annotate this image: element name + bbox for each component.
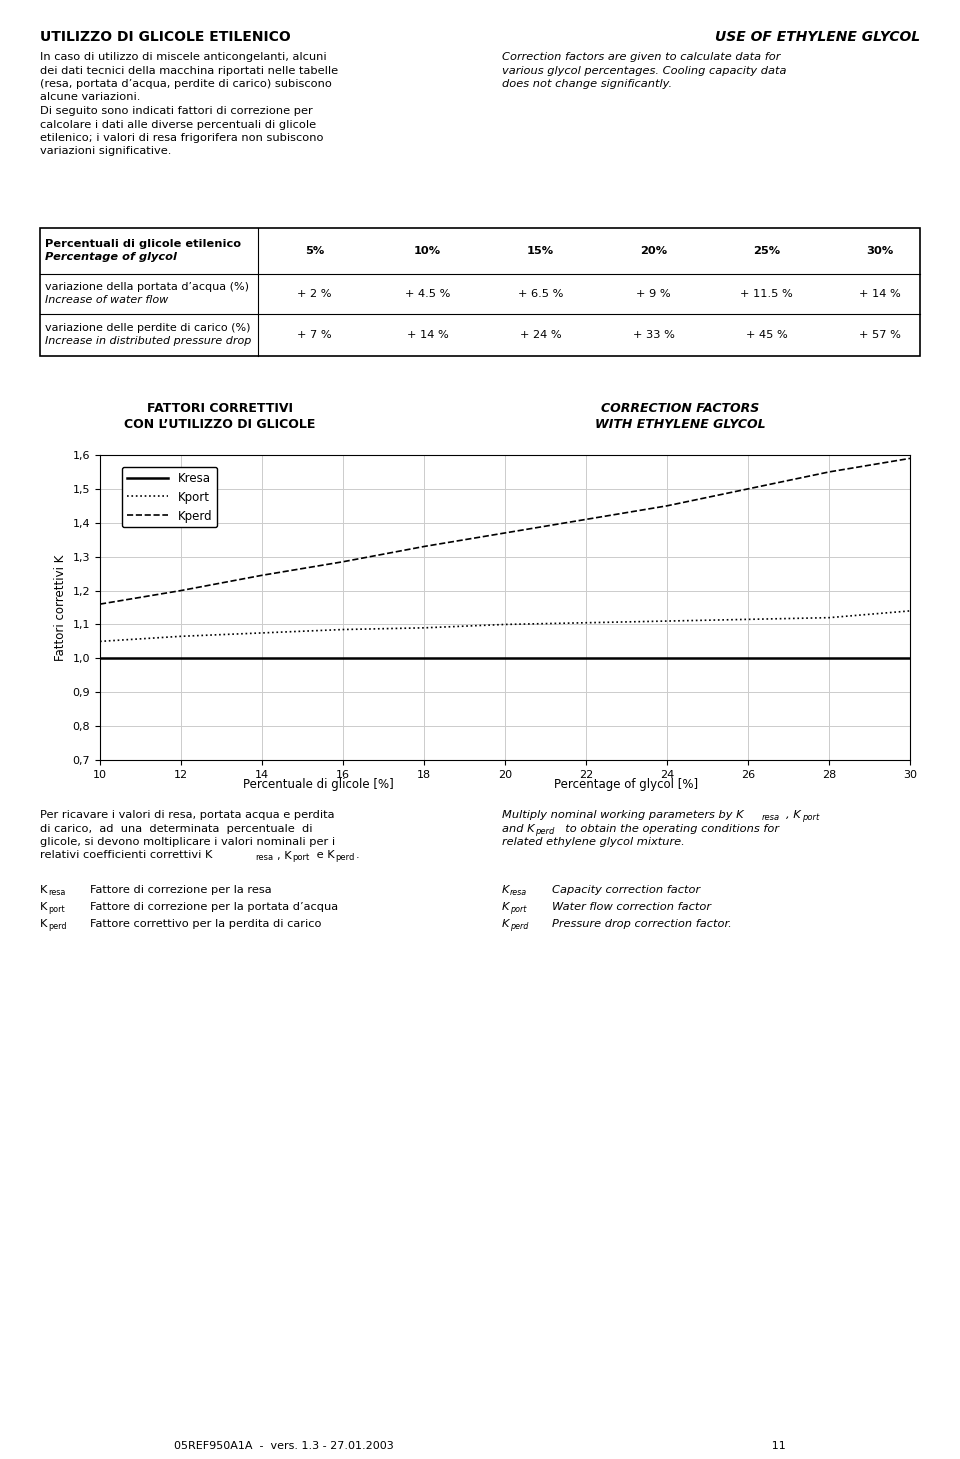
Text: alcune variazioni.: alcune variazioni. xyxy=(40,92,140,102)
Text: variazione delle perdite di carico (%): variazione delle perdite di carico (%) xyxy=(45,322,251,333)
Text: e K: e K xyxy=(313,851,335,861)
Text: Percentage of glycol: Percentage of glycol xyxy=(45,252,177,263)
Text: + 24 %: + 24 % xyxy=(519,330,562,340)
Text: 05REF950A1A  -  vers. 1.3 - 27.01.2003                                          : 05REF950A1A - vers. 1.3 - 27.01.2003 xyxy=(174,1441,786,1452)
Text: Pressure drop correction factor.: Pressure drop correction factor. xyxy=(552,919,732,929)
Text: FATTORI CORRETTIVI: FATTORI CORRETTIVI xyxy=(147,403,293,414)
Y-axis label: Fattori correttivi K: Fattori correttivi K xyxy=(54,554,67,661)
Text: Di seguito sono indicati fattori di correzione per: Di seguito sono indicati fattori di corr… xyxy=(40,107,313,117)
Text: Fattore correttivo per la perdita di carico: Fattore correttivo per la perdita di car… xyxy=(90,919,322,929)
Text: glicole, si devono moltiplicare i valori nominali per i: glicole, si devono moltiplicare i valori… xyxy=(40,837,335,848)
Text: port: port xyxy=(802,813,819,821)
Text: 25%: 25% xyxy=(753,247,780,255)
Legend: Kresa, Kport, Kperd: Kresa, Kport, Kperd xyxy=(122,467,217,527)
Text: variazioni significative.: variazioni significative. xyxy=(40,146,172,156)
Text: + 2 %: + 2 % xyxy=(298,289,332,299)
Text: dei dati tecnici della macchina riportati nelle tabelle: dei dati tecnici della macchina riportat… xyxy=(40,66,338,76)
Text: K: K xyxy=(502,886,510,894)
Text: to obtain the operating conditions for: to obtain the operating conditions for xyxy=(558,823,779,833)
Text: + 7 %: + 7 % xyxy=(298,330,332,340)
Text: 30%: 30% xyxy=(866,247,893,255)
Bar xyxy=(40,228,920,356)
Text: does not change significantly.: does not change significantly. xyxy=(502,79,672,89)
Text: calcolare i dati alle diverse percentuali di glicole: calcolare i dati alle diverse percentual… xyxy=(40,120,316,130)
Text: perd: perd xyxy=(48,922,66,931)
Text: (resa, portata d’acqua, perdite di carico) subiscono: (resa, portata d’acqua, perdite di caric… xyxy=(40,79,332,89)
Text: In caso di utilizzo di miscele anticongelanti, alcuni: In caso di utilizzo di miscele anticonge… xyxy=(40,53,326,61)
Text: + 14 %: + 14 % xyxy=(407,330,448,340)
Text: various glycol percentages. Cooling capacity data: various glycol percentages. Cooling capa… xyxy=(502,66,786,76)
Text: port: port xyxy=(292,854,309,862)
Text: resa: resa xyxy=(762,813,780,821)
Text: perd: perd xyxy=(510,922,528,931)
Text: and K: and K xyxy=(502,823,535,833)
Text: + 57 %: + 57 % xyxy=(858,330,900,340)
Text: + 14 %: + 14 % xyxy=(858,289,900,299)
Text: resa: resa xyxy=(48,889,65,897)
Text: 15%: 15% xyxy=(527,247,554,255)
Text: Percentage of glycol [%]: Percentage of glycol [%] xyxy=(555,778,699,791)
Text: Correction factors are given to calculate data for: Correction factors are given to calculat… xyxy=(502,53,780,61)
Text: 10%: 10% xyxy=(414,247,441,255)
Text: port: port xyxy=(48,905,64,913)
Text: K: K xyxy=(40,902,47,912)
Text: Water flow correction factor: Water flow correction factor xyxy=(552,902,711,912)
Text: Fattore di correzione per la resa: Fattore di correzione per la resa xyxy=(90,886,272,894)
Text: , K: , K xyxy=(786,810,801,820)
Text: Increase in distributed pressure drop: Increase in distributed pressure drop xyxy=(45,336,252,346)
Text: + 4.5 %: + 4.5 % xyxy=(405,289,450,299)
Text: perd: perd xyxy=(335,854,354,862)
Text: + 6.5 %: + 6.5 % xyxy=(517,289,564,299)
Text: CON L’UTILIZZO DI GLICOLE: CON L’UTILIZZO DI GLICOLE xyxy=(124,417,316,430)
Text: perd: perd xyxy=(535,826,554,836)
Text: Multiply nominal working parameters by K: Multiply nominal working parameters by K xyxy=(502,810,744,820)
Text: .: . xyxy=(356,851,360,861)
Text: related ethylene glycol mixture.: related ethylene glycol mixture. xyxy=(502,837,684,848)
Text: UTILIZZO DI GLICOLE ETILENICO: UTILIZZO DI GLICOLE ETILENICO xyxy=(40,31,291,44)
Text: + 9 %: + 9 % xyxy=(636,289,671,299)
Text: di carico,  ad  una  determinata  percentuale  di: di carico, ad una determinata percentual… xyxy=(40,823,313,833)
Text: resa: resa xyxy=(255,854,274,862)
Text: 5%: 5% xyxy=(305,247,324,255)
Text: resa: resa xyxy=(510,889,527,897)
Text: K: K xyxy=(502,919,510,929)
Text: + 33 %: + 33 % xyxy=(633,330,675,340)
Text: variazione della portata d’acqua (%): variazione della portata d’acqua (%) xyxy=(45,282,249,292)
Text: port: port xyxy=(510,905,526,913)
Text: relativi coefficienti correttivi K: relativi coefficienti correttivi K xyxy=(40,851,212,861)
Text: K: K xyxy=(40,919,47,929)
Text: K: K xyxy=(502,902,510,912)
Text: WITH ETHYLENE GLYCOL: WITH ETHYLENE GLYCOL xyxy=(594,417,765,430)
Text: , K: , K xyxy=(277,851,292,861)
Text: + 45 %: + 45 % xyxy=(746,330,787,340)
Text: Percentuali di glicole etilenico: Percentuali di glicole etilenico xyxy=(45,239,241,249)
Text: + 11.5 %: + 11.5 % xyxy=(740,289,793,299)
Text: Fattore di correzione per la portata d’acqua: Fattore di correzione per la portata d’a… xyxy=(90,902,338,912)
Text: 20%: 20% xyxy=(640,247,667,255)
Text: Increase of water flow: Increase of water flow xyxy=(45,295,168,305)
Text: Capacity correction factor: Capacity correction factor xyxy=(552,886,700,894)
Text: Per ricavare i valori di resa, portata acqua e perdita: Per ricavare i valori di resa, portata a… xyxy=(40,810,334,820)
Text: USE OF ETHYLENE GLYCOL: USE OF ETHYLENE GLYCOL xyxy=(715,31,920,44)
Text: etilenico; i valori di resa frigorifera non subiscono: etilenico; i valori di resa frigorifera … xyxy=(40,133,324,143)
Text: K: K xyxy=(40,886,47,894)
Text: CORRECTION FACTORS: CORRECTION FACTORS xyxy=(601,403,759,414)
Text: Percentuale di glicole [%]: Percentuale di glicole [%] xyxy=(243,778,394,791)
